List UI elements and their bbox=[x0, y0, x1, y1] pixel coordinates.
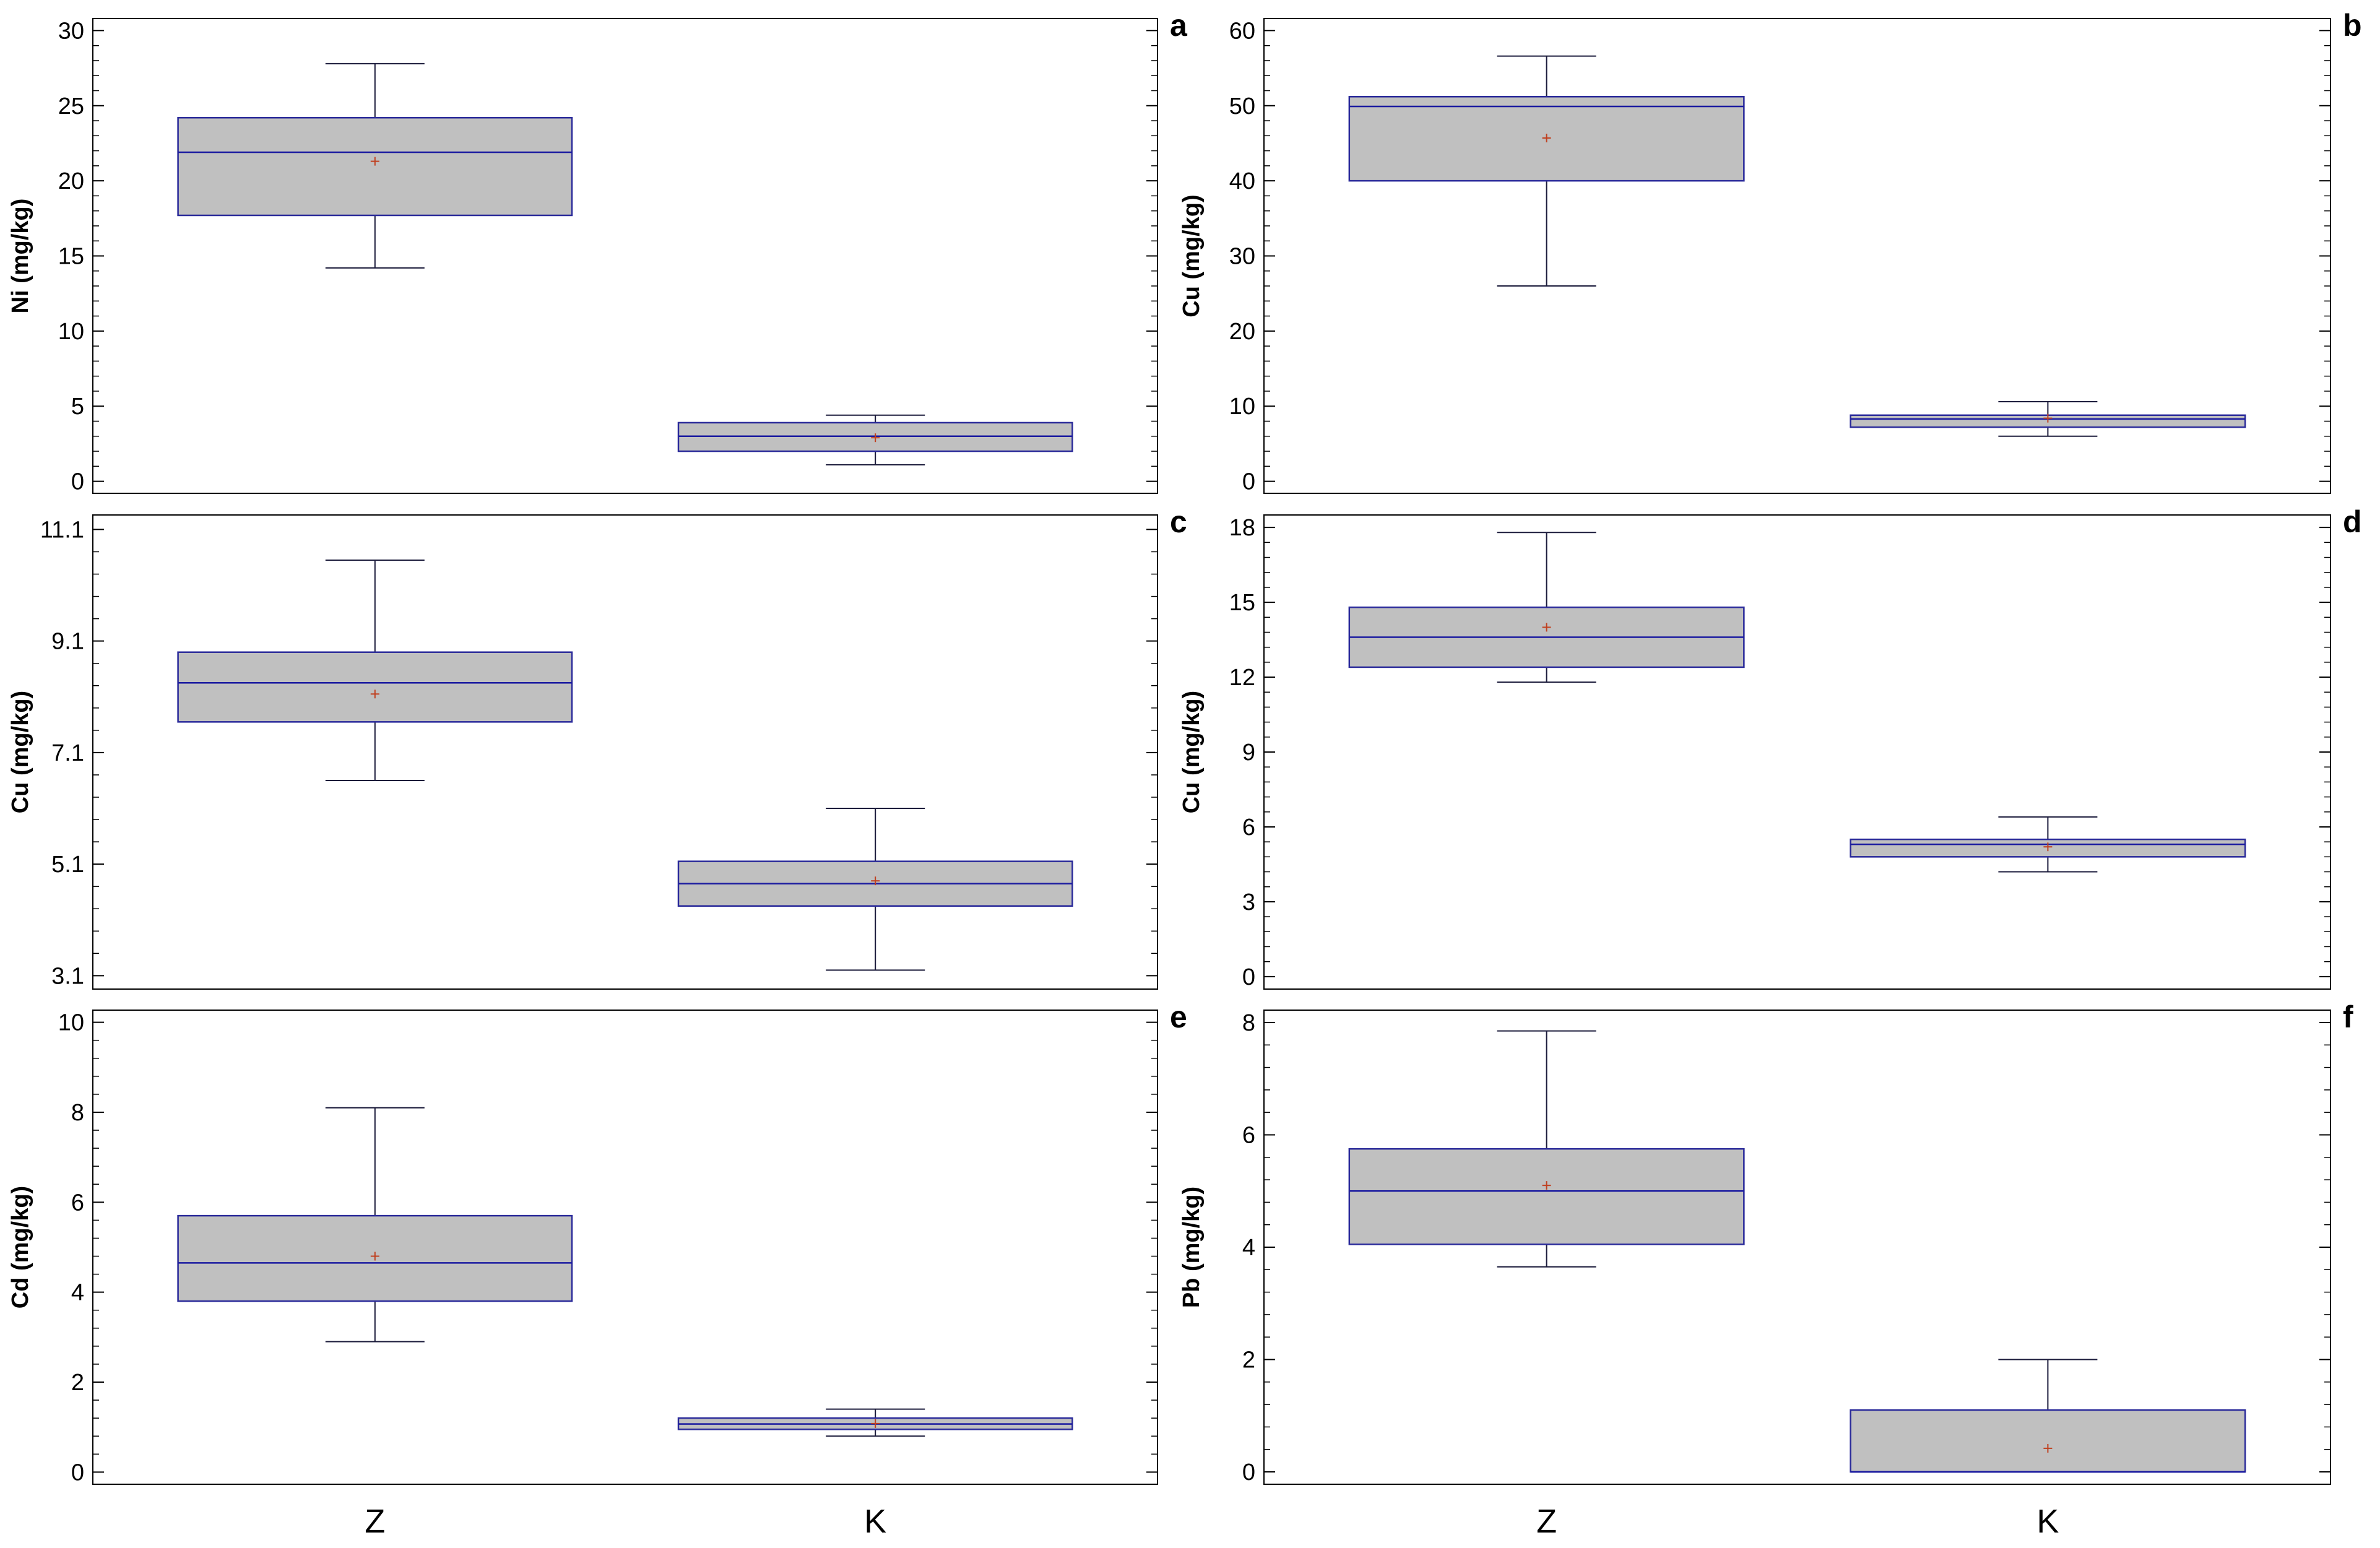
iqr-box bbox=[177, 116, 573, 217]
y-tick-label: 5 bbox=[71, 394, 84, 420]
y-tick-label: 18 bbox=[1229, 515, 1255, 541]
y-tick-label: 6 bbox=[71, 1190, 84, 1216]
y-tick-label: 3.1 bbox=[51, 963, 84, 989]
box-Z bbox=[177, 559, 573, 781]
y-tick-label: 9.1 bbox=[51, 629, 84, 655]
box-K bbox=[677, 414, 1073, 465]
y-tick-label: 11.1 bbox=[40, 517, 84, 543]
box-K bbox=[677, 808, 1073, 971]
y-tick-label: 50 bbox=[1229, 93, 1255, 119]
panel-d: 0 3 6 9 12 15 18 Cu (mg/kg) d bbox=[1179, 504, 2362, 990]
panel-letter: a bbox=[1170, 8, 1188, 43]
y-tick-label: 20 bbox=[1229, 319, 1255, 345]
y-axis-title: Cd (mg/kg) bbox=[7, 1186, 33, 1308]
y-axis-title: Pb (mg/kg) bbox=[1179, 1187, 1205, 1308]
y-tick-label: 0 bbox=[71, 469, 84, 495]
panel-a: 0 5 10 15 20 25 30 Ni (mg/kg) a bbox=[7, 8, 1188, 495]
y-axis-title: Ni (mg/kg) bbox=[7, 199, 33, 314]
x-category-label: Z bbox=[1536, 1503, 1557, 1540]
y-tick-label: 0 bbox=[1242, 1459, 1255, 1485]
y-tick-label: 2 bbox=[1242, 1347, 1255, 1373]
plot-frame bbox=[92, 1010, 1158, 1485]
box-Z bbox=[177, 63, 573, 269]
panel-f: 0 2 4 6 8 Pb (mg/kg) f Z K bbox=[1179, 1000, 2353, 1540]
y-tick-label: 60 bbox=[1229, 18, 1255, 44]
y-tick-label: 15 bbox=[58, 244, 84, 270]
panel-b: 0 10 20 30 40 50 60 Cu (mg/kg) b bbox=[1179, 8, 2362, 495]
iqr-box bbox=[1348, 1148, 1745, 1245]
y-tick-label: 4 bbox=[71, 1280, 84, 1306]
box-K bbox=[1850, 816, 2246, 873]
y-tick-label: 0 bbox=[1242, 964, 1255, 990]
y-tick-label: 2 bbox=[71, 1370, 84, 1396]
y-tick-label: 12 bbox=[1229, 665, 1255, 691]
iqr-box bbox=[177, 651, 573, 723]
box-Z bbox=[1348, 1030, 1745, 1268]
y-tick-label: 6 bbox=[1242, 815, 1255, 841]
y-tick-label: 0 bbox=[1242, 469, 1255, 495]
x-category-label: Z bbox=[365, 1503, 385, 1540]
x-category-label: K bbox=[864, 1503, 886, 1540]
y-axis-title: Cu (mg/kg) bbox=[1179, 194, 1205, 317]
y-tick-label: 30 bbox=[1229, 244, 1255, 270]
y-tick-label: 8 bbox=[71, 1100, 84, 1126]
x-category-label: K bbox=[2036, 1503, 2059, 1540]
y-tick-label: 20 bbox=[58, 168, 84, 194]
iqr-box bbox=[1850, 1409, 2246, 1473]
y-tick-label: 0 bbox=[71, 1459, 84, 1485]
y-axis-title: Cu (mg/kg) bbox=[1179, 691, 1205, 813]
panel-letter: b bbox=[2343, 8, 2362, 43]
y-tick-label: 5.1 bbox=[51, 852, 84, 878]
y-tick-label: 7.1 bbox=[51, 740, 84, 766]
y-tick-label: 10 bbox=[1229, 394, 1255, 420]
y-axis-title: Cu (mg/kg) bbox=[7, 691, 33, 813]
y-tick-label: 9 bbox=[1242, 740, 1255, 766]
panel-letter: d bbox=[2343, 504, 2362, 539]
y-tick-label: 3 bbox=[1242, 889, 1255, 915]
y-tick-label: 10 bbox=[58, 1010, 84, 1036]
y-tick-label: 30 bbox=[58, 18, 84, 44]
box-Z bbox=[1348, 55, 1745, 287]
y-tick-label: 10 bbox=[58, 319, 84, 345]
plot-frame bbox=[92, 514, 1158, 990]
box-K bbox=[1850, 1359, 2246, 1473]
box-K bbox=[1850, 400, 2246, 437]
panel-letter: c bbox=[1170, 504, 1187, 539]
panel-e: 0 2 4 6 8 10 Cd (mg/kg) e Z K bbox=[7, 1000, 1187, 1540]
box-K bbox=[677, 1408, 1073, 1437]
y-tick-label: 8 bbox=[1242, 1010, 1255, 1036]
panel-letter: f bbox=[2343, 1000, 2353, 1034]
panel-letter: e bbox=[1170, 1000, 1187, 1034]
y-tick-label: 4 bbox=[1242, 1235, 1255, 1261]
box-Z bbox=[177, 1107, 573, 1343]
plot-frame bbox=[1263, 514, 2331, 990]
y-tick-label: 40 bbox=[1229, 168, 1255, 194]
box-Z bbox=[1348, 532, 1745, 683]
y-tick-label: 6 bbox=[1242, 1122, 1255, 1148]
panel-c: 3.1 5.1 7.1 9.1 11.1 Cu (mg/kg) c bbox=[7, 504, 1187, 990]
y-tick-label: 25 bbox=[58, 93, 84, 119]
y-tick-label: 15 bbox=[1229, 590, 1255, 616]
